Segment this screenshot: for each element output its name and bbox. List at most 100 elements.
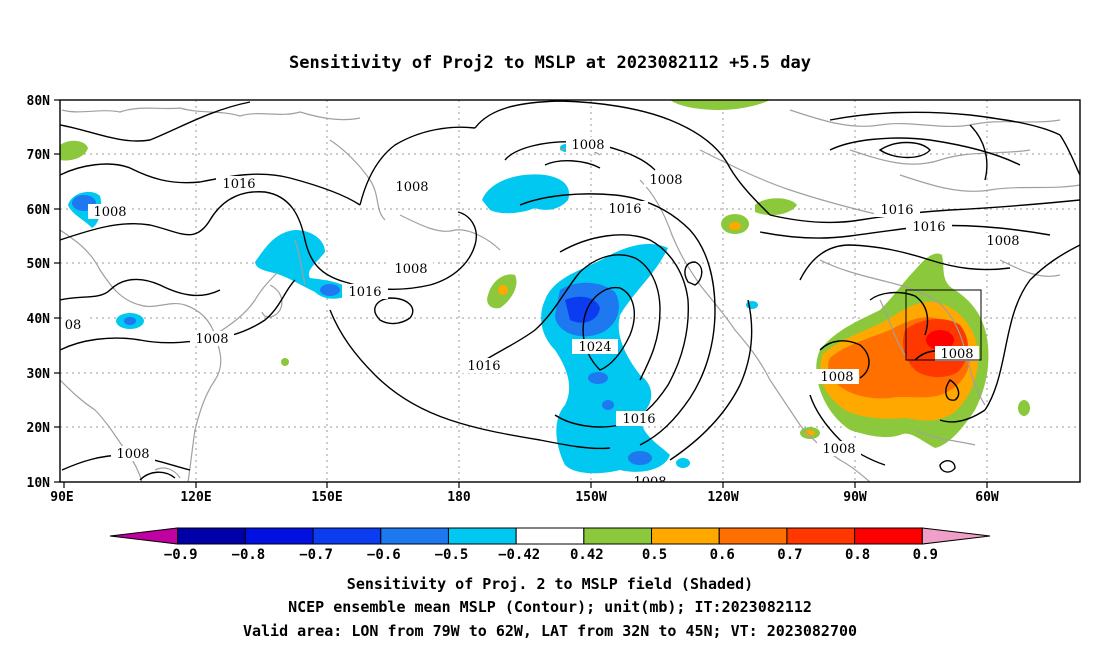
lon-tick: 150E — [311, 490, 342, 505]
svg-text:1008: 1008 — [940, 347, 973, 362]
lat-tick: 20N — [27, 421, 51, 436]
contour-label-1008-a: 1008 — [88, 204, 132, 220]
map-title: Sensitivity of Proj2 to MSLP at 20230821… — [289, 53, 811, 73]
contour-label-1016-f: 1016 — [874, 202, 920, 218]
svg-text:1008: 1008 — [820, 370, 853, 385]
svg-text:1008: 1008 — [93, 205, 126, 220]
svg-text:1024: 1024 — [578, 340, 611, 355]
contour-label-1016-e: 1016 — [616, 411, 662, 427]
lat-tick: 60N — [27, 203, 51, 218]
colorbar-arrow-right — [921, 527, 991, 545]
contour-label-1008-f: 1008 — [190, 331, 234, 347]
lat-tick: 70N — [27, 148, 51, 163]
svg-text:1016: 1016 — [222, 177, 255, 192]
colorbar-segment — [447, 527, 517, 545]
svg-text:1016: 1016 — [622, 412, 655, 427]
colorbar-tick-label: 0.42 — [570, 547, 604, 563]
colorbar-tick-label: −0.7 — [299, 547, 333, 563]
lat-tick: 80N — [27, 94, 51, 109]
svg-text:1016: 1016 — [912, 220, 945, 235]
svg-text:1008: 1008 — [394, 262, 427, 277]
colorbar-tick-label: 0.7 — [777, 547, 802, 563]
colorbar-segment — [583, 527, 653, 545]
colorbar-arrow-left — [109, 527, 179, 545]
map-frame — [59, 99, 1081, 483]
valid-area-box — [905, 289, 982, 361]
svg-text:1008: 1008 — [986, 234, 1019, 249]
colorbar-tick-label: 0.6 — [710, 547, 735, 563]
svg-text:08: 08 — [65, 318, 82, 333]
colorbar-segment — [786, 527, 856, 545]
colorbar-tick-label: −0.9 — [164, 547, 198, 563]
lon-tick: 180 — [447, 490, 471, 505]
negative-sensitivity-shading — [68, 144, 758, 474]
colorbar-tick-label: 0.5 — [642, 547, 667, 563]
colorbar-tick-label: −0.6 — [367, 547, 401, 563]
contour-label-1008-h: 1008 — [815, 369, 859, 385]
contour-label-1016-b: 1016 — [342, 284, 388, 300]
lat-tick: 30N — [27, 367, 51, 382]
contour-label-1008-g: 1008 — [935, 346, 979, 362]
lon-tick: 90E — [50, 490, 73, 505]
svg-text:1016: 1016 — [467, 359, 500, 374]
lon-axis: 90E 120E 150E 180 150W 120W 90W 60W — [50, 490, 999, 505]
svg-text:1008: 1008 — [116, 447, 149, 462]
contour-label-1008-c: 1008 — [566, 137, 610, 153]
svg-text:1008: 1008 — [822, 442, 855, 457]
lat-tick: 50N — [27, 257, 51, 272]
mslp-contours — [60, 100, 1080, 481]
colorbar-segment — [515, 527, 585, 545]
contour-label-1016-d: 1016 — [461, 358, 507, 374]
map-area: 1008 1008 1016 1008 1008 1008 1016 1016 … — [60, 100, 1080, 490]
colorbar-tick-label: −0.42 — [498, 547, 540, 563]
svg-text:1008: 1008 — [195, 332, 228, 347]
colorbar — [109, 527, 991, 545]
tick-marks — [54, 99, 988, 488]
svg-text:1008: 1008 — [633, 475, 666, 490]
lon-tick: 120W — [707, 490, 738, 505]
colorbar-ticks: −0.9 −0.8 −0.7 −0.6 −0.5 −0.42 0.42 0.5 0.6 0.7 0.… — [164, 547, 938, 563]
colorbar-segment — [177, 527, 246, 545]
colorbar-segment — [312, 527, 382, 545]
contour-label-1008-e: 1008 — [389, 261, 433, 277]
lon-tick: 60W — [975, 490, 999, 505]
lat-axis: 80N 70N 60N 50N 40N 30N 20N 10N — [27, 94, 51, 491]
svg-text:1008: 1008 — [571, 138, 604, 153]
coastlines — [60, 107, 1080, 482]
colorbar-tick-label: 0.8 — [845, 547, 870, 563]
lat-tick: 10N — [27, 476, 51, 491]
colorbar-segment — [718, 527, 788, 545]
colorbar-tick-label: 0.9 — [913, 547, 938, 563]
colorbar-tick-label: −0.8 — [232, 547, 266, 563]
colorbar-tick-label: −0.5 — [435, 547, 469, 563]
caption-line-3: Valid area: LON from 79W to 62W, LAT fro… — [243, 622, 857, 640]
lon-tick: 150W — [575, 490, 606, 505]
contour-label-1008-j: 1008 — [111, 446, 155, 462]
contour-label-1016-h: 1008 — [980, 233, 1026, 249]
contour-label-1016-g: 1016 — [906, 219, 952, 235]
contour-label-1024: 1024 — [572, 339, 618, 355]
contour-label-08: 08 — [62, 317, 86, 333]
svg-text:1016: 1016 — [880, 203, 913, 218]
lon-tick: 90W — [843, 490, 867, 505]
contour-label-1008-i: 1008 — [817, 441, 861, 457]
svg-text:1016: 1016 — [348, 285, 381, 300]
svg-text:1008: 1008 — [649, 173, 682, 188]
caption-line-2: NCEP ensemble mean MSLP (Contour); unit(… — [288, 598, 812, 616]
lon-tick: 120E — [180, 490, 211, 505]
contour-label-1008-d: 1008 — [644, 172, 688, 188]
lat-tick: 40N — [27, 312, 51, 327]
colorbar-segment — [380, 527, 449, 545]
contour-labels: 1008 1008 1016 1008 1008 1008 1016 1016 … — [62, 137, 1026, 490]
svg-text:1016: 1016 — [608, 202, 641, 217]
contour-label-1008-k: 1008 — [628, 474, 672, 490]
colorbar-segment — [651, 527, 720, 545]
colorbar-segment — [854, 527, 923, 545]
svg-text:1008: 1008 — [395, 180, 428, 195]
colorbar-segment — [244, 527, 314, 545]
caption-line-1: Sensitivity of Proj. 2 to MSLP field (Sh… — [347, 575, 753, 593]
contour-label-1016-a: 1016 — [216, 176, 262, 192]
contour-label-1008-b: 1008 — [390, 179, 434, 195]
contour-label-1016-c: 1016 — [602, 201, 648, 217]
